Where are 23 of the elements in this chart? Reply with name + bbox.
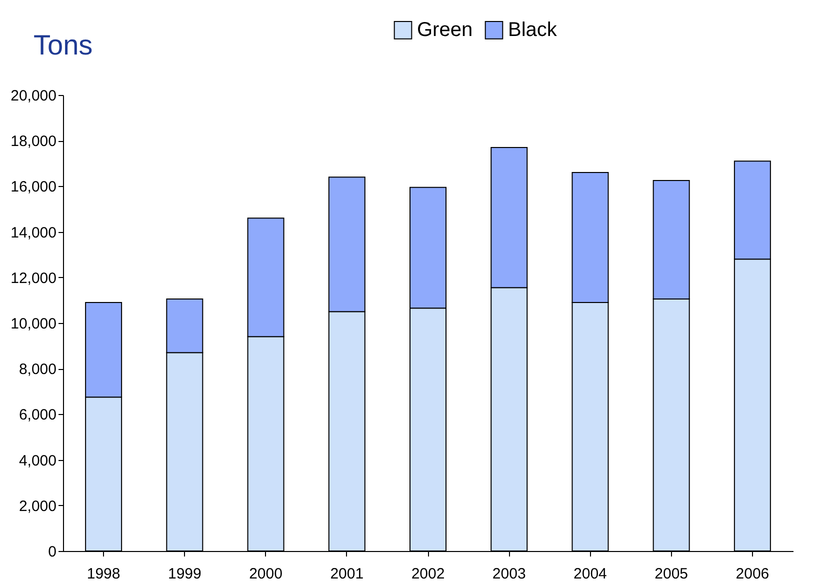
x-tick-label: 2004 bbox=[574, 566, 607, 582]
y-axis-title: Tons bbox=[34, 30, 93, 60]
x-tick-label: 2006 bbox=[736, 566, 770, 582]
x-tick-label: 1999 bbox=[168, 566, 202, 582]
legend-label: Green bbox=[417, 19, 473, 42]
y-tick-label: 18,000 bbox=[10, 133, 56, 150]
x-tick-label: 2001 bbox=[330, 566, 364, 582]
x-tick-label: 1998 bbox=[86, 566, 120, 582]
y-tick-label: 8,000 bbox=[18, 361, 56, 378]
x-tick-label: 2002 bbox=[411, 566, 445, 582]
x-tick-label: 2000 bbox=[249, 566, 282, 582]
y-tick-label: 16,000 bbox=[10, 178, 56, 196]
y-tick-label: 0 bbox=[48, 544, 56, 560]
x-tick-label: 2005 bbox=[654, 566, 688, 582]
x-tick-label: 2003 bbox=[492, 566, 526, 582]
y-tick-label: 12,000 bbox=[10, 270, 56, 287]
legend-label: Black bbox=[508, 19, 558, 42]
y-tick-label: 20,000 bbox=[10, 88, 56, 104]
y-tick-label: 4,000 bbox=[18, 452, 56, 470]
y-tick-label: 6,000 bbox=[18, 406, 56, 424]
y-tick-label: 14,000 bbox=[10, 224, 56, 242]
y-tick-label: 10,000 bbox=[10, 316, 56, 332]
y-tick-label: 2,000 bbox=[18, 498, 56, 515]
